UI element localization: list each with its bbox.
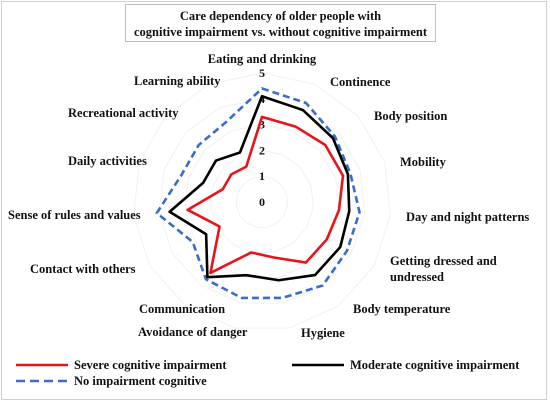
tick-label: 1 <box>259 169 265 183</box>
category-label: Body position <box>374 109 447 123</box>
radar-series <box>155 87 361 300</box>
tick-label: 2 <box>259 143 265 157</box>
chart-title-line-1: Care dependency of older people with <box>179 9 382 23</box>
category-label: Sense of rules and values <box>8 208 141 222</box>
category-label: Day and night patterns <box>406 210 529 224</box>
grid-ring <box>158 98 366 304</box>
legend-label: Severe cognitive impairment <box>74 358 227 372</box>
category-label: Learning ability <box>134 74 221 88</box>
category-label: Contact with others <box>30 262 136 276</box>
legend-label: No impairment cognitive <box>74 374 207 388</box>
category-label: Hygiene <box>301 326 345 340</box>
chart-title: Care dependency of older people with cog… <box>125 4 436 42</box>
category-label: Avoidance of danger <box>138 325 248 339</box>
series-line <box>155 87 361 300</box>
tick-label: 3 <box>259 118 265 132</box>
category-label: Body temperature <box>353 302 451 316</box>
legend: Severe cognitive impairment Moderate cogn… <box>16 358 520 388</box>
category-label: Daily activities <box>68 154 147 168</box>
category-label: Getting dressed and undressed <box>390 254 497 284</box>
category-label: Eating and drinking <box>208 52 317 66</box>
grid-ring <box>210 149 314 253</box>
grid-ring <box>133 72 391 329</box>
category-label: Mobility <box>400 155 447 169</box>
category-label: Communication <box>139 302 225 316</box>
tick-label: 5 <box>259 66 265 80</box>
category-label: Continence <box>330 75 391 89</box>
series-line <box>186 115 345 275</box>
legend-label: Moderate cognitive impairment <box>350 358 520 372</box>
category-labels: Eating and drinking Continence Body positi… <box>8 52 529 340</box>
tick-label: 0 <box>259 195 265 209</box>
series-line <box>168 94 351 282</box>
chart-title-line-2: cognitive impairment vs. without cogniti… <box>133 25 428 39</box>
grid-ring <box>235 175 289 228</box>
category-label: Recreational activity <box>68 106 179 120</box>
